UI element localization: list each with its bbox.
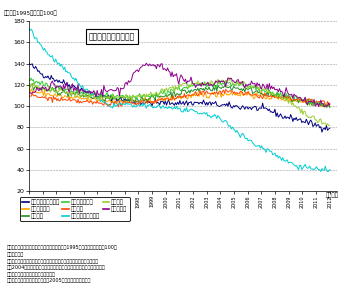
Legend: 工業製品（総平均）, 情報通信機器, 電気機器, 電気・電子機器, 一般機器, 電子部品・デバイス, 精密機器, 輸送用機器: 工業製品（総平均）, 情報通信機器, 電気機器, 電気・電子機器, 一般機器, … xyxy=(20,197,130,222)
Text: 指数：（1995年４月＝100）: 指数：（1995年４月＝100） xyxy=(3,11,57,16)
Text: 備考：各指数間の倍率につき、過去の円高時（1995年４月）を基準（＝100）
として算出。
　なお、電気機器・情報通信機器及び電子部品・デバイスについては、
　: 備考：各指数間の倍率につき、過去の円高時（1995年４月）を基準（＝100） と… xyxy=(7,245,118,283)
Text: 輸出物価（円ベース）: 輸出物価（円ベース） xyxy=(89,32,135,41)
Text: （年月）: （年月） xyxy=(325,192,338,198)
